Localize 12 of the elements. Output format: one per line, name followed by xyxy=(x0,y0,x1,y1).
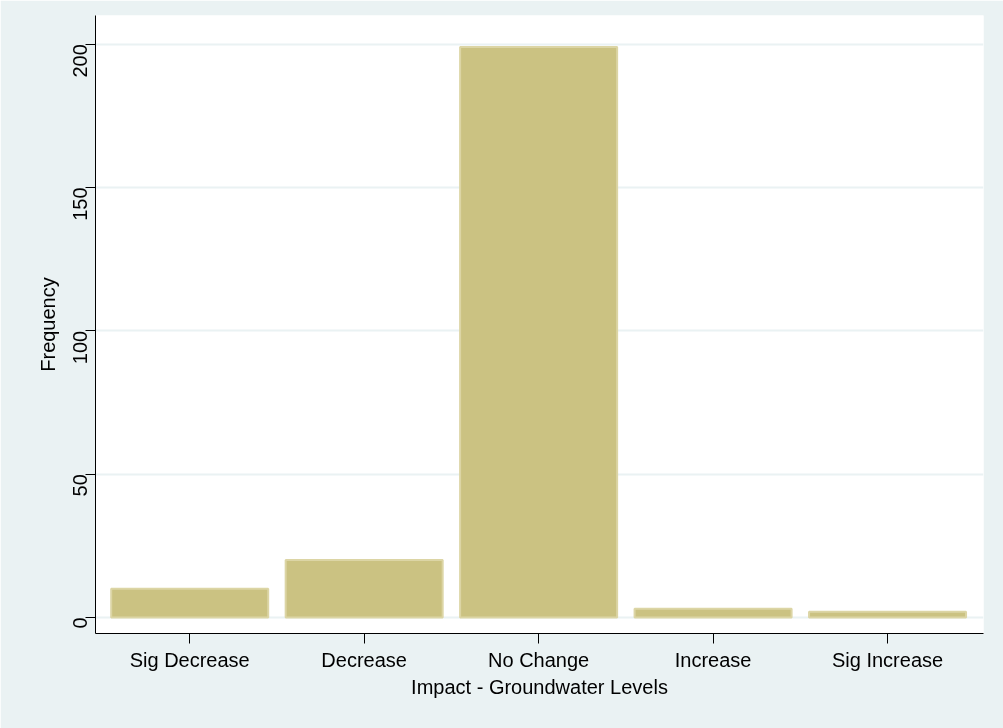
x-tick-label: No Change xyxy=(488,648,590,671)
y-tick-label: 150 xyxy=(69,187,92,221)
x-tick-label: Sig Decrease xyxy=(129,648,250,671)
x-axis-title: Impact - Groundwater Levels xyxy=(411,675,668,698)
y-axis-title: Frequency xyxy=(36,277,59,372)
y-tick-label: 100 xyxy=(69,330,92,365)
x-tick-label: Increase xyxy=(674,648,752,671)
y-tick-label: 200 xyxy=(69,44,92,78)
x-tick-label: Sig Increase xyxy=(831,648,944,671)
y-tick-label: 50 xyxy=(69,474,92,497)
x-tick-label: Decrease xyxy=(321,648,407,671)
y-tick-label: 0 xyxy=(69,617,92,629)
